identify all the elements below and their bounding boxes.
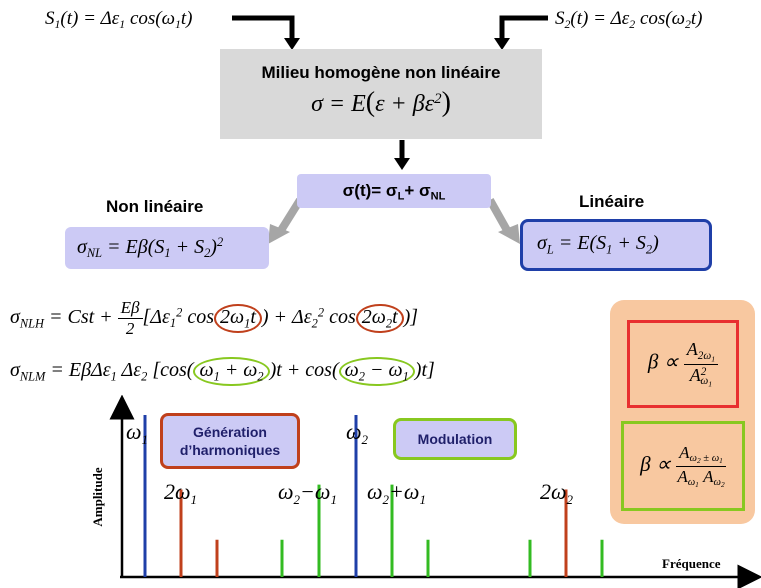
nonlinear-label: Non linéaire bbox=[106, 197, 204, 216]
medium-box: Milieu homogène non linéaire σ = E(ε + β… bbox=[220, 49, 542, 139]
modulation-arg-1: ω1 + ω2 bbox=[193, 357, 270, 387]
linear-equation: σL = E(S1 + S2) bbox=[537, 232, 659, 257]
arrow-to-linear-head bbox=[498, 224, 520, 244]
medium-title: Milieu homogène non linéaire bbox=[261, 63, 501, 82]
modulation-arg-2: ω2 − ω1 bbox=[338, 357, 415, 387]
sum-box: σ(t)= σL+ σNL bbox=[297, 174, 491, 208]
arrow-s2-head bbox=[494, 38, 510, 50]
spectrum-chart: Amplitude Fréquence ω1 ω2 2ω1 ω2−ω1 ω2+ω… bbox=[90, 395, 761, 588]
linear-label: Linéaire bbox=[579, 192, 645, 211]
ratio-harmonic-box: β ∝ A2ω1 A2ω1 bbox=[627, 320, 739, 408]
nonlinear-equation: σNL = Eβ(S1 + S2)2 bbox=[77, 235, 224, 261]
label-omega2-plus-omega1: ω2+ω1 bbox=[367, 479, 426, 507]
ratio-modulation: β ∝ Aω2 ± ω1 Aω1 Aω2 bbox=[640, 442, 726, 490]
equation-nlh: σNLH = Cst + Eβ 2 [Δε12 cos 2ω1t) + Δε22 co… bbox=[10, 298, 419, 338]
nonlinear-eq-box: σNL = Eβ(S1 + S2)2 bbox=[65, 227, 269, 269]
signal-s1: S1(t) = Δε1 cos(ω1t) bbox=[45, 8, 193, 32]
y-axis-label: Amplitude bbox=[90, 467, 105, 526]
label-2omega2: 2ω2 bbox=[540, 479, 574, 507]
label-2omega1: 2ω1 bbox=[164, 479, 197, 507]
equation-nlm: σNLM = EβΔε1 Δε2 [cos(ω1 + ω2)t + cos(ω2… bbox=[10, 357, 435, 387]
legend-modulation: Modulation bbox=[393, 418, 517, 460]
linear-eq-box: σL = E(S1 + S2) bbox=[520, 219, 712, 271]
ratio-harmonic: β ∝ A2ω1 A2ω1 bbox=[648, 339, 719, 389]
legend-harmonics: Génération d’harmoniques bbox=[160, 413, 300, 469]
label-omega2: ω2 bbox=[346, 419, 369, 447]
arrow-s2 bbox=[499, 15, 548, 40]
ratio-panel: β ∝ A2ω1 A2ω1 β ∝ Aω2 ± ω1 Aω1 Aω2 bbox=[610, 300, 755, 524]
medium-law: σ = E(ε + βε2) bbox=[311, 87, 451, 118]
arrow-s1-head bbox=[284, 38, 300, 50]
harmonic-arg-1: 2ω1t bbox=[214, 304, 262, 334]
label-omega2-minus-omega1: ω2−ω1 bbox=[278, 479, 337, 507]
arrow-to-nonlinear bbox=[276, 197, 304, 235]
signal-s2: S2(t) = Δε2 cos(ω2t) bbox=[555, 8, 703, 32]
ratio-modulation-box: β ∝ Aω2 ± ω1 Aω1 Aω2 bbox=[621, 421, 745, 511]
arrow-to-nonlinear-head bbox=[268, 224, 290, 244]
harmonic-arg-2: 2ω2t bbox=[355, 304, 404, 334]
arrow-s1 bbox=[232, 15, 295, 40]
x-axis-label: Fréquence bbox=[662, 556, 721, 571]
arrow-medium-down-head bbox=[394, 158, 410, 170]
arrow-to-linear bbox=[486, 198, 512, 234]
